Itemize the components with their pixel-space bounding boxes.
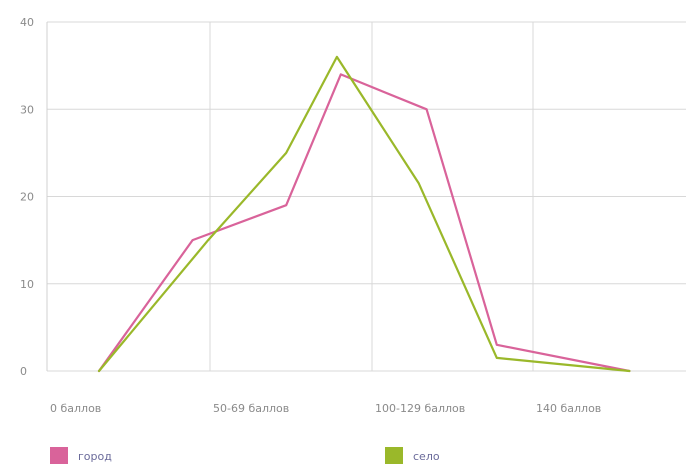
y-tick-label: 0	[20, 365, 27, 378]
data-point	[207, 239, 209, 241]
x-tick-label: 140 баллов	[536, 402, 601, 415]
y-tick-label: 40	[20, 16, 34, 29]
y-tick-label: 30	[20, 103, 34, 116]
x-tick-label: 0 баллов	[50, 402, 101, 415]
data-point	[628, 370, 631, 372]
y-tick-label: 10	[20, 278, 34, 291]
data-point	[285, 152, 288, 154]
data-point	[418, 182, 420, 185]
data-point	[285, 204, 288, 207]
data-point	[98, 370, 100, 372]
data-point	[496, 344, 498, 346]
data-point	[340, 73, 342, 76]
x-tick-label: 100-129 баллов	[375, 402, 465, 415]
legend-swatch	[50, 447, 68, 464]
legend-label: село	[413, 450, 440, 463]
series-line-1	[97, 73, 631, 373]
data-point	[425, 108, 428, 111]
data-point	[496, 357, 498, 359]
data-point	[191, 239, 194, 241]
series-line-2	[97, 55, 631, 373]
legend-label: город	[78, 450, 112, 463]
y-tick-label: 20	[20, 191, 34, 204]
x-tick-label: 50-69 баллов	[213, 402, 289, 415]
data-point	[336, 56, 338, 58]
legend-swatch	[385, 447, 403, 464]
